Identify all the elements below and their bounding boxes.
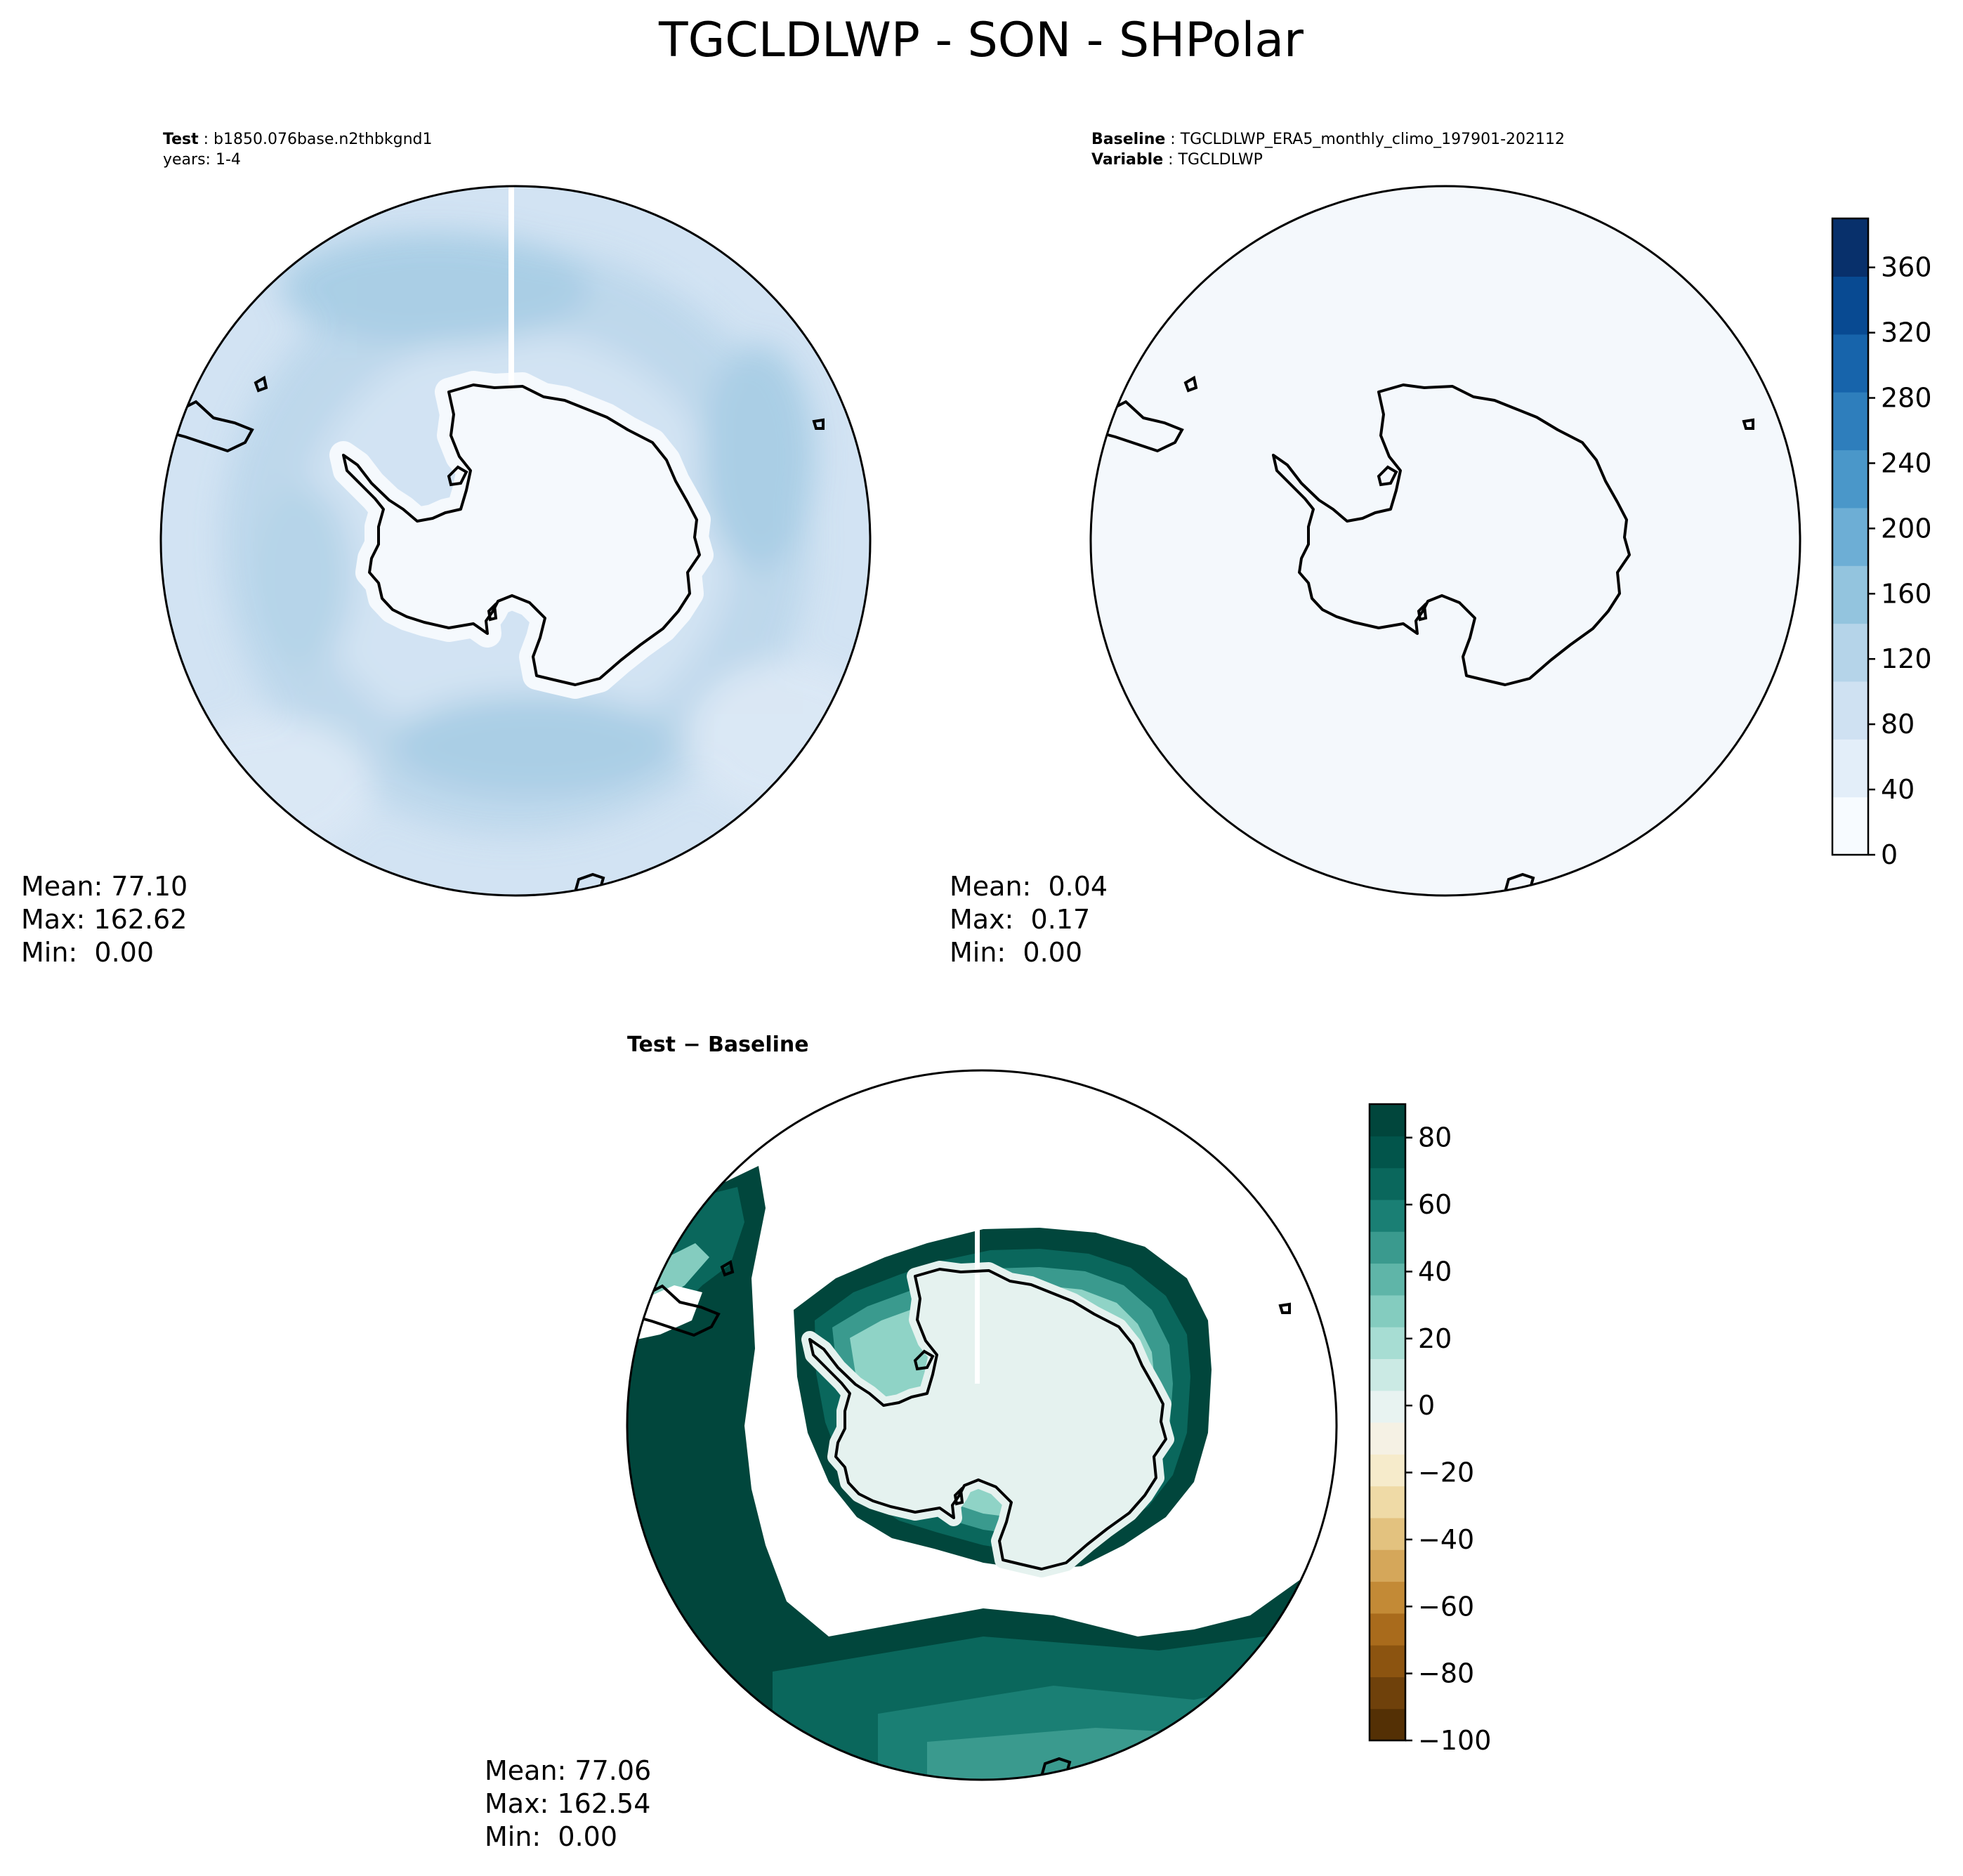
test-stat-min: Min: 0.00 [21, 937, 154, 968]
diff-stat-mean: Mean: 77.06 [485, 1755, 651, 1786]
colorbar-difference-band [1370, 1708, 1405, 1741]
colorbar-difference-band [1370, 1422, 1405, 1455]
colorbar-difference-band [1370, 1167, 1405, 1200]
colorbar-difference-band [1370, 1104, 1405, 1136]
baseline-stat-max: Max: 0.17 [950, 904, 1090, 935]
diff-label: Test − Baseline [627, 1032, 809, 1057]
colorbar-absolute-band [1832, 796, 1868, 855]
colorbar-absolute-tick-label: 0 [1881, 839, 1898, 870]
colorbar-absolute-tick-label: 360 [1881, 252, 1932, 283]
colorbar-difference-band [1370, 1677, 1405, 1710]
colorbar-difference-tick-label: 80 [1418, 1122, 1452, 1153]
figure-title: TGCLDLWP - SON - SHPolar [658, 13, 1304, 68]
colorbar-absolute-band [1832, 739, 1868, 798]
colorbar-difference-band [1370, 1231, 1405, 1264]
test-years-label: years: 1-4 [163, 151, 241, 169]
colorbar-absolute-band [1832, 276, 1868, 335]
baseline-variable-label: Variable : TGCLDLWP [1091, 151, 1263, 169]
colorbar-absolute-tick-label: 40 [1881, 774, 1915, 805]
test-map [161, 186, 870, 896]
colorbar-absolute-tick-label: 200 [1881, 513, 1932, 544]
colorbar-difference-band [1370, 1485, 1405, 1518]
colorbar-absolute-band [1832, 334, 1868, 393]
colorbar-difference-band [1370, 1263, 1405, 1296]
diff-stat-min: Min: 0.00 [485, 1821, 617, 1852]
colorbar-difference-tick-label: 20 [1418, 1323, 1452, 1354]
colorbar-difference-band [1370, 1645, 1405, 1677]
colorbar-difference-tick-label: −60 [1418, 1591, 1474, 1622]
diff-stat-max: Max: 162.54 [485, 1788, 650, 1819]
colorbar-absolute-band [1832, 623, 1868, 682]
panel-baseline: Baseline : TGCLDLWP_ERA5_monthly_climo_1… [950, 131, 1801, 968]
baseline-stat-mean: Mean: 0.04 [950, 871, 1108, 902]
colorbar-difference-tick-label: 0 [1418, 1390, 1435, 1421]
diff-map [627, 1070, 1337, 1780]
test-stat-mean: Mean: 77.10 [21, 871, 188, 902]
colorbar-absolute-tick-label: 320 [1881, 317, 1932, 348]
test-label: Test : b1850.076base.n2thbkgnd1 [163, 131, 433, 148]
colorbar-difference-tick-label: −20 [1418, 1457, 1474, 1488]
colorbar-absolute-frame [1831, 217, 1870, 856]
colorbar-difference-band [1370, 1549, 1405, 1582]
colorbar-difference-band [1370, 1581, 1405, 1614]
colorbar-absolute-band [1832, 392, 1868, 451]
colorbar-absolute-band [1832, 565, 1868, 624]
panel-difference: Test − Baseline Mean: 77.06 Max: 162.54 … [485, 1032, 1338, 1852]
colorbar-difference-band [1370, 1454, 1405, 1487]
test-stat-max: Max: 162.62 [21, 904, 187, 935]
colorbar-difference-band [1370, 1136, 1405, 1169]
colorbar-absolute-band [1832, 507, 1868, 566]
colorbar-absolute-tick-label: 240 [1881, 447, 1932, 478]
colorbar-difference-frame [1368, 1103, 1407, 1742]
colorbar-absolute-band [1832, 681, 1868, 740]
colorbar-difference-tick-label: −40 [1418, 1524, 1474, 1555]
colorbar-difference-band [1370, 1358, 1405, 1391]
colorbar-difference: −100 −80 −60 −40 −20 0 20 40 60 80 [1368, 1103, 1491, 1756]
colorbar-difference-tick-label: 40 [1418, 1256, 1452, 1287]
colorbar-absolute-tick-label: 80 [1881, 709, 1915, 740]
panel-test: Test : b1850.076base.n2thbkgnd1 years: 1… [21, 131, 872, 968]
colorbar-difference-tick-label: −80 [1418, 1658, 1474, 1689]
colorbar-difference-tick-label: 60 [1418, 1189, 1452, 1220]
colorbar-absolute-tick-label: 280 [1881, 383, 1932, 414]
baseline-map [1091, 186, 1800, 896]
colorbar-difference-band [1370, 1613, 1405, 1646]
colorbar-absolute-tick-label: 160 [1881, 578, 1932, 609]
colorbar-difference-band [1370, 1390, 1405, 1423]
colorbar-difference-band [1370, 1294, 1405, 1327]
baseline-stat-min: Min: 0.00 [950, 937, 1082, 968]
baseline-label: Baseline : TGCLDLWP_ERA5_monthly_climo_1… [1091, 131, 1565, 148]
colorbar-difference-band [1370, 1327, 1405, 1359]
colorbar-absolute: 0 40 80 120 160 200 240 280 320 360 [1831, 217, 1932, 870]
colorbar-difference-tick-label: −100 [1418, 1725, 1491, 1756]
colorbar-absolute-tick-label: 120 [1881, 643, 1932, 674]
colorbar-absolute-band [1832, 450, 1868, 509]
colorbar-difference-band [1370, 1199, 1405, 1232]
colorbar-difference-band [1370, 1517, 1405, 1550]
colorbar-absolute-band [1832, 218, 1868, 277]
